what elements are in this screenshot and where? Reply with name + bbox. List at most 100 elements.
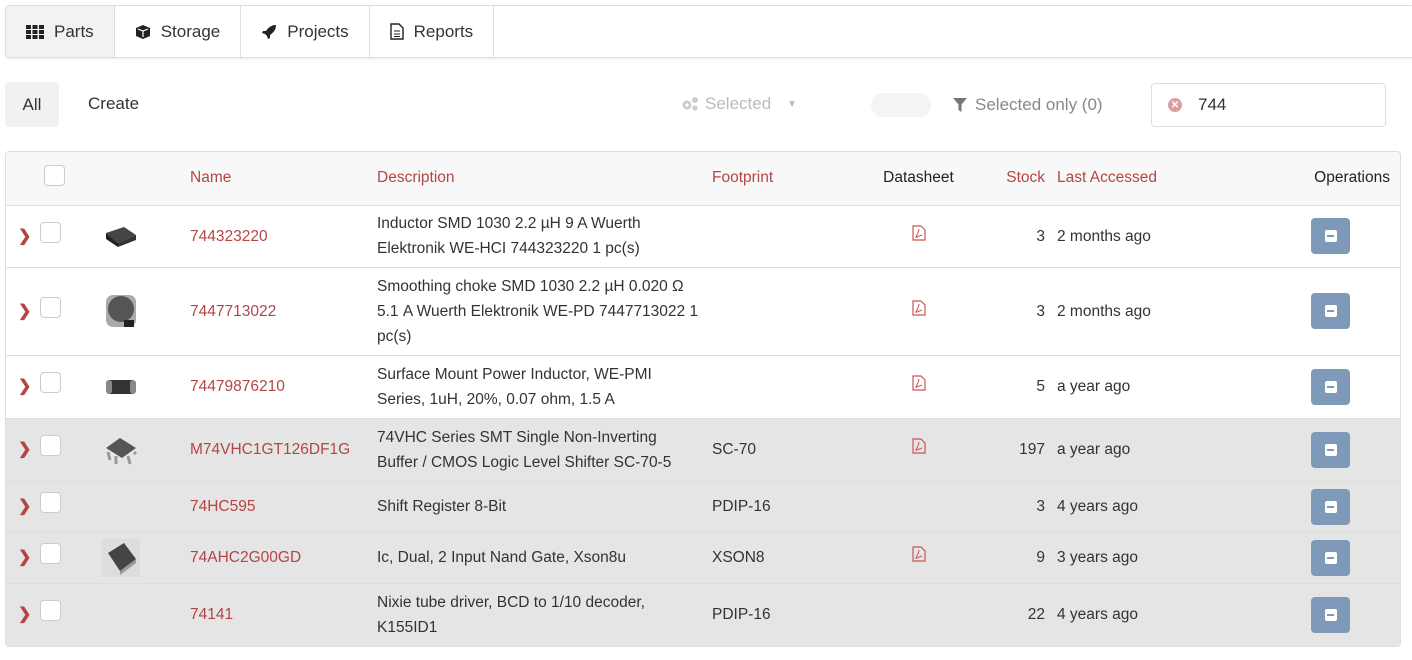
row-checkbox[interactable]	[40, 600, 61, 622]
operations-button[interactable]	[1311, 431, 1350, 468]
part-name-link[interactable]: 74AHC2G00GD	[184, 531, 371, 583]
part-thumbnail	[102, 219, 140, 253]
tab-storage[interactable]: Storage	[115, 6, 242, 57]
parts-table: Name Description Footprint Datasheet Sto…	[5, 151, 1401, 647]
part-stock: 3	[966, 204, 1051, 267]
pdf-datasheet-icon[interactable]	[911, 299, 926, 316]
select-all-checkbox[interactable]	[44, 165, 65, 187]
header-stock[interactable]: Stock	[966, 152, 1051, 206]
part-description: Nixie tube driver, BCD to 1/10 decoder, …	[371, 582, 706, 646]
clear-search-icon[interactable]: ✕	[1168, 98, 1182, 112]
tab-parts[interactable]: Parts	[6, 6, 115, 57]
pdf-datasheet-icon[interactable]	[911, 224, 926, 241]
part-stock: 22	[966, 582, 1051, 646]
caret-down-icon: ▼	[787, 98, 798, 110]
row-checkbox[interactable]	[40, 221, 61, 243]
part-stock: 9	[966, 531, 1051, 583]
create-button[interactable]: Create	[88, 94, 140, 113]
tab-label: Reports	[413, 21, 474, 41]
operations-button[interactable]	[1311, 293, 1350, 329]
part-description: Inductor SMD 1030 2.2 µH 9 A Wuerth Elek…	[371, 204, 706, 267]
filter-icon	[953, 98, 967, 112]
header-description[interactable]: Description	[371, 152, 706, 206]
gears-icon	[681, 96, 699, 112]
all-button[interactable]: All	[5, 82, 59, 127]
toolbar: All Create Selected ▼ Selected only (0) …	[5, 82, 1412, 127]
expand-chevron-icon[interactable]: ❯	[6, 582, 34, 646]
table-row: ❯ 74141 Nixie tube driver, BCD to 1/10 d…	[6, 582, 1400, 646]
pdf-datasheet-icon[interactable]	[911, 438, 926, 454]
selected-dropdown[interactable]: Selected ▼	[681, 94, 797, 114]
selected-label: Selected	[705, 94, 772, 113]
expand-chevron-icon[interactable]: ❯	[6, 480, 34, 532]
table-row: ❯ 74AHC2G00GD Ic, Dual, 2 Input Nand Gat…	[6, 531, 1400, 583]
expand-chevron-icon[interactable]: ❯	[6, 531, 34, 583]
selected-only-filter[interactable]: Selected only (0)	[953, 95, 1103, 115]
part-last-accessed: 4 years ago	[1051, 582, 1251, 646]
part-thumbnail	[102, 538, 140, 577]
part-name-link[interactable]: 74479876210	[184, 354, 371, 418]
selected-only-label: Selected only (0)	[975, 95, 1103, 114]
tab-label: Projects	[287, 21, 349, 41]
row-checkbox[interactable]	[40, 296, 61, 318]
part-footprint: PDIP-16	[706, 582, 871, 646]
part-footprint	[706, 354, 871, 418]
table-row: ❯ M74VHC1GT126DF1G 74VHC Series SMT Sing…	[6, 417, 1400, 481]
expand-chevron-icon[interactable]: ❯	[6, 354, 34, 418]
part-footprint: XSON8	[706, 531, 871, 583]
part-last-accessed: 4 years ago	[1051, 480, 1251, 532]
part-description: Ic, Dual, 2 Input Nand Gate, Xson8u	[371, 531, 706, 583]
part-name-link[interactable]: 744323220	[184, 204, 371, 267]
expand-chevron-icon[interactable]: ❯	[6, 266, 34, 355]
header-footprint[interactable]: Footprint	[706, 152, 871, 206]
part-stock: 197	[966, 417, 1051, 481]
header-name[interactable]: Name	[184, 152, 371, 206]
part-name-link[interactable]: 74HC595	[184, 480, 371, 532]
grid-icon	[26, 24, 44, 39]
minus-icon	[1324, 230, 1337, 242]
part-footprint: SC-70	[706, 417, 871, 481]
operations-button[interactable]	[1311, 218, 1350, 254]
expand-chevron-icon[interactable]: ❯	[6, 204, 34, 267]
minus-icon	[1324, 380, 1337, 393]
part-description: Surface Mount Power Inductor, WE-PMI Ser…	[371, 354, 706, 418]
part-last-accessed: a year ago	[1051, 417, 1251, 481]
part-footprint	[706, 266, 871, 355]
part-description: Smoothing choke SMD 1030 2.2 µH 0.020 Ω …	[371, 266, 706, 355]
row-checkbox[interactable]	[40, 435, 61, 456]
part-name-link[interactable]: M74VHC1GT126DF1G	[184, 417, 371, 481]
selected-only-toggle[interactable]	[871, 93, 931, 117]
operations-button[interactable]	[1311, 368, 1350, 405]
pdf-datasheet-icon[interactable]	[911, 375, 926, 391]
part-stock: 3	[966, 266, 1051, 355]
tab-label: Parts	[54, 21, 94, 41]
row-checkbox[interactable]	[40, 492, 61, 513]
row-checkbox[interactable]	[40, 543, 61, 564]
expand-chevron-icon[interactable]: ❯	[6, 417, 34, 481]
minus-icon	[1324, 500, 1337, 513]
document-icon	[389, 23, 404, 40]
part-thumbnail	[102, 294, 140, 328]
part-description: 74VHC Series SMT Single Non-Inverting Bu…	[371, 417, 706, 481]
part-name-link[interactable]: 7447713022	[184, 266, 371, 355]
main-nav: Parts Storage Projects Reports	[5, 5, 1412, 58]
part-footprint	[706, 204, 871, 267]
tab-projects[interactable]: Projects	[241, 6, 370, 57]
table-row: ❯ 744323220 Inductor SMD 1030 2.2 µH 9 A…	[6, 204, 1400, 267]
header-operations: Operations	[1251, 152, 1400, 206]
header-last-accessed[interactable]: Last Accessed	[1051, 152, 1251, 206]
part-thumbnail	[102, 433, 140, 467]
tab-reports[interactable]: Reports	[370, 6, 495, 57]
cube-icon	[135, 24, 151, 40]
operations-button[interactable]	[1311, 596, 1350, 633]
table-row: ❯ 74479876210 Surface Mount Power Induct…	[6, 354, 1400, 418]
operations-button[interactable]	[1311, 539, 1350, 576]
row-checkbox[interactable]	[40, 372, 61, 393]
table-row: ❯ 74HC595 Shift Register 8-Bit PDIP-16 3…	[6, 480, 1400, 532]
search-input[interactable]	[1196, 94, 1356, 116]
part-thumbnail	[102, 598, 140, 632]
rocket-icon	[261, 24, 277, 40]
pdf-datasheet-icon[interactable]	[911, 546, 926, 562]
part-name-link[interactable]: 74141	[184, 582, 371, 646]
operations-button[interactable]	[1311, 488, 1350, 525]
